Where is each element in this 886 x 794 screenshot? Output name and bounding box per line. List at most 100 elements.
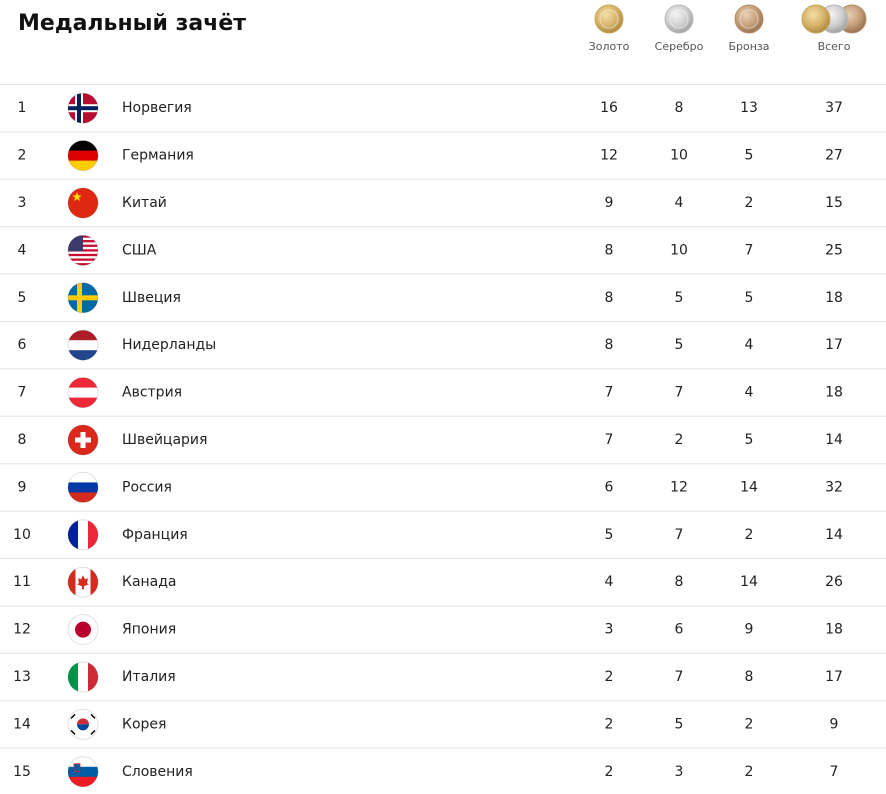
flag [67, 661, 99, 693]
bronze-count: 2 [745, 764, 754, 780]
table-row: 6 Нидерланды 8 5 4 17 [0, 329, 886, 370]
flag-shape [78, 662, 89, 692]
flag-border [67, 377, 99, 409]
rank: 14 [13, 716, 31, 732]
flag-shape [68, 387, 98, 399]
flag-artwork [68, 93, 98, 124]
flag-shape [90, 729, 96, 735]
silver-count: 6 [675, 622, 684, 638]
flag-shape [75, 621, 91, 638]
flag-shape [68, 472, 98, 483]
bronze-count: 13 [740, 100, 758, 116]
gold-count: 16 [600, 100, 618, 116]
total-count: 17 [825, 669, 843, 685]
flag [67, 519, 99, 551]
table-row: 14 Корея 2 5 2 9 [0, 708, 886, 749]
silver-count: 10 [670, 148, 688, 164]
rank: 10 [13, 527, 31, 543]
gold-count: 4 [605, 574, 614, 590]
flag-artwork [68, 709, 98, 740]
gold-count: 8 [605, 290, 614, 306]
rank: 4 [18, 242, 27, 258]
flag-artwork [68, 425, 98, 455]
silver-count: 7 [675, 385, 684, 401]
gold-count: 7 [605, 432, 614, 448]
flag-border [67, 234, 99, 266]
bronze-count: 5 [745, 290, 754, 306]
flag-border [67, 661, 99, 693]
total-count: 7 [830, 764, 839, 780]
silver-count: 5 [675, 337, 684, 353]
flag [67, 377, 99, 409]
rank: 12 [13, 622, 31, 638]
flag-shape [77, 575, 89, 590]
silver-count: 5 [675, 290, 684, 306]
gold-icon [594, 4, 624, 34]
flag-shape [88, 662, 98, 692]
flag-shape [68, 330, 98, 341]
flag-artwork [68, 756, 98, 787]
flag-border [67, 471, 99, 503]
table-row: 10 Франция 5 7 2 14 [0, 519, 886, 559]
bronze-count: 14 [740, 574, 758, 590]
flag-border [67, 92, 99, 124]
flag-shape [68, 106, 98, 111]
rank: 7 [18, 385, 27, 401]
title: Медальный зачёт [18, 11, 246, 36]
bronze-count: 5 [745, 432, 754, 448]
flag-shape [68, 567, 76, 598]
flag [67, 708, 99, 740]
bronze-count: 7 [745, 242, 754, 258]
flag [67, 566, 99, 598]
flag-shape [68, 150, 98, 162]
flag-shape [78, 519, 89, 550]
bronze-count: 2 [745, 195, 754, 211]
flag-shape [68, 776, 98, 787]
silver-count: 7 [675, 669, 684, 685]
flag-border [67, 424, 99, 456]
total-count: 27 [825, 148, 843, 164]
total-count: 18 [825, 385, 843, 401]
total-count: 14 [825, 527, 843, 543]
silver-count: 3 [675, 764, 684, 780]
gold-count: 7 [605, 385, 614, 401]
flag-artwork [68, 235, 98, 266]
gold-count: 6 [605, 479, 614, 495]
flag-artwork [68, 330, 98, 361]
gold-count: 9 [605, 195, 614, 211]
total-count: 32 [825, 479, 843, 495]
bronze-count: 14 [740, 479, 758, 495]
flag-artwork [68, 472, 98, 503]
flag-border [67, 282, 99, 314]
flag [67, 282, 99, 314]
flag-shape [68, 260, 98, 264]
column-header: Серебро [655, 40, 704, 53]
bronze-count: 4 [745, 385, 754, 401]
bronze-icon-ring [739, 9, 759, 29]
flag-shape [77, 724, 89, 731]
table-row: 15 Словения 2 3 2 7 [13, 756, 839, 788]
column-header: Бронза [728, 40, 769, 53]
table-row: 2 Германия 12 10 5 27 [0, 140, 886, 180]
flag-artwork [68, 567, 98, 598]
country-name: Япония [122, 622, 176, 638]
table-row: 12 Япония 3 6 9 18 [0, 614, 886, 654]
gold-icon-ring [599, 9, 619, 29]
country-name: Германия [122, 148, 194, 164]
total-count: 26 [825, 574, 843, 590]
flag-shape [68, 188, 98, 218]
flag-artwork [68, 614, 98, 645]
flag-border [67, 519, 99, 551]
flag [67, 92, 99, 124]
flag-shape [68, 258, 98, 262]
column-header: Всего [818, 40, 851, 53]
country-name: Швеция [122, 290, 181, 306]
country-name: США [122, 242, 157, 258]
rank: 8 [18, 432, 27, 448]
flag-shape [70, 713, 96, 735]
flag-shape [68, 377, 98, 389]
silver-count: 12 [670, 479, 688, 495]
flag-shape [68, 519, 79, 550]
flag [67, 471, 99, 503]
